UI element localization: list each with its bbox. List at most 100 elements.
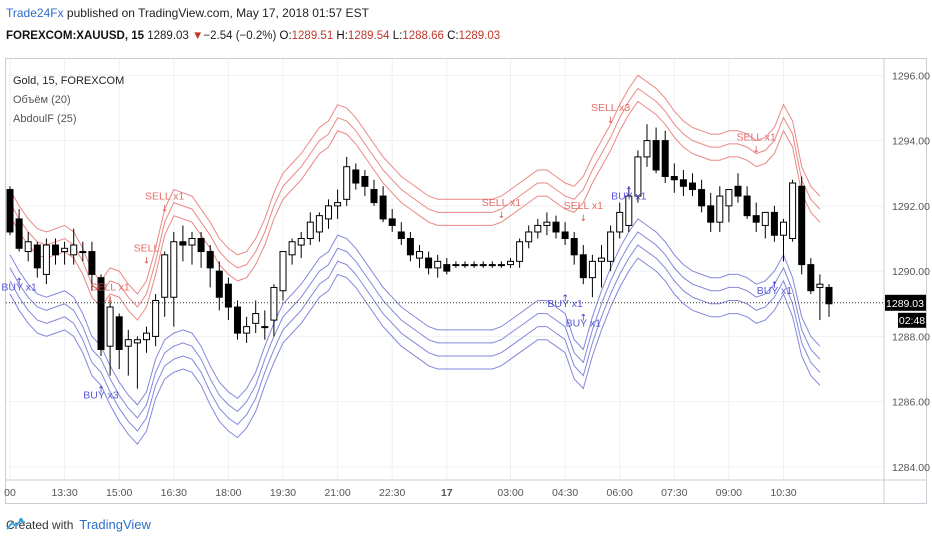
candle-body (816, 283, 824, 288)
down-arrow-icon: ↓ (498, 211, 506, 221)
y-tick-label: 1294.00 (892, 136, 930, 148)
lower-band-outer (9, 244, 821, 432)
candle-body (825, 286, 833, 305)
candle (370, 179, 378, 206)
x-tick-label: 13:30 (51, 487, 77, 499)
candle-body (33, 244, 41, 269)
candle (152, 293, 160, 347)
candle (206, 245, 214, 288)
candle-body (361, 175, 369, 187)
candle (825, 284, 833, 317)
candle-body (652, 140, 660, 171)
candle-body (670, 175, 678, 181)
published-text: published on TradingView.com, May 17, 20… (63, 6, 369, 20)
candle (780, 218, 787, 262)
candle (261, 310, 269, 340)
legend-volume[interactable]: Объём (20) (13, 94, 71, 106)
candle (243, 316, 251, 343)
low-label: L: (392, 30, 403, 42)
candle-body (807, 264, 815, 292)
y-tick-label: 1292.00 (892, 201, 930, 213)
candle (97, 274, 105, 356)
x-tick-label: 00 (4, 487, 16, 499)
candle-body (725, 189, 733, 207)
candle (507, 258, 514, 268)
candle-body (179, 241, 187, 246)
candle (143, 326, 150, 353)
x-tick-label: 04:30 (552, 487, 578, 499)
candle (689, 173, 696, 197)
candle-body (88, 251, 96, 275)
candle (379, 186, 387, 223)
y-tick-label: 1296.00 (892, 70, 930, 82)
x-tick-label: 17 (441, 487, 453, 499)
x-tick-label: 03:00 (497, 487, 523, 499)
last-price: 1289.03 (147, 30, 189, 42)
candle-body (288, 241, 296, 256)
candle-body (479, 264, 487, 267)
candle (24, 231, 32, 262)
candle-body (124, 339, 132, 347)
author-link[interactable]: Trade24Fx (6, 6, 64, 20)
candle-body (279, 251, 287, 292)
sell-signal: SELL x1 ↓ (90, 282, 129, 306)
candle (215, 261, 223, 311)
candles (6, 124, 833, 389)
candle-body (15, 218, 23, 249)
x-tick-label: 16:30 (161, 487, 187, 499)
buy-signal-label: BUY x1 (757, 285, 793, 297)
close-value: 1289.03 (458, 30, 501, 42)
candle-body (588, 260, 596, 279)
up-arrow-icon: ↑ (97, 385, 105, 395)
candle (388, 209, 396, 232)
indicator-bands (9, 74, 821, 445)
candle-body (243, 326, 251, 334)
candle (343, 156, 351, 206)
candle-body (516, 241, 524, 262)
upper-band-outer (9, 74, 821, 295)
candle (224, 277, 232, 321)
candle (288, 238, 296, 265)
down-arrow-icon: ↓ (607, 116, 615, 126)
candle-body (406, 237, 414, 256)
candle-body (115, 316, 123, 350)
candle (70, 228, 78, 265)
candle (616, 202, 624, 239)
candle-body (206, 251, 214, 269)
candle-body (325, 205, 332, 220)
candle-body (352, 169, 360, 184)
close-label: C: (447, 30, 459, 42)
candle (334, 189, 342, 219)
buy-signal: BUY x3↑ (83, 385, 119, 401)
candle (188, 231, 196, 265)
candle (698, 179, 706, 213)
legend-series[interactable]: Gold, 15, FOREXCOM (13, 75, 125, 87)
candle-body (497, 264, 505, 267)
up-arrow-icon: ↑ (561, 294, 569, 304)
candle (406, 231, 414, 262)
chart-frame[interactable] (5, 58, 927, 504)
candle-body (634, 156, 642, 197)
candle-body (752, 215, 760, 223)
candle-body (170, 241, 178, 298)
candle (743, 186, 751, 219)
tradingview-brand[interactable]: TradingView (79, 517, 151, 532)
candle-body (152, 300, 160, 337)
y-tick-label: 1290.00 (892, 266, 930, 278)
candle (452, 261, 460, 268)
down-arrow-icon: ↓ (580, 214, 588, 224)
sell-signal: SELL x1 ↓ (564, 200, 603, 224)
candle (133, 336, 141, 389)
candle (234, 300, 241, 340)
candle (534, 218, 542, 239)
candle-body (707, 205, 715, 223)
signal-labels: SELL x1↓SELL↓SELL x1↓BUY x1↑BUY x3↑SELL … (1, 102, 792, 401)
candle (352, 163, 360, 190)
candle-body (343, 166, 351, 200)
candle-body (397, 231, 405, 239)
legend-indicator[interactable]: AbdoulF (25) (13, 113, 77, 125)
candle-body (789, 182, 797, 239)
sell-signal: SELL x1 ↓ (482, 197, 521, 221)
candle-body (434, 260, 442, 269)
